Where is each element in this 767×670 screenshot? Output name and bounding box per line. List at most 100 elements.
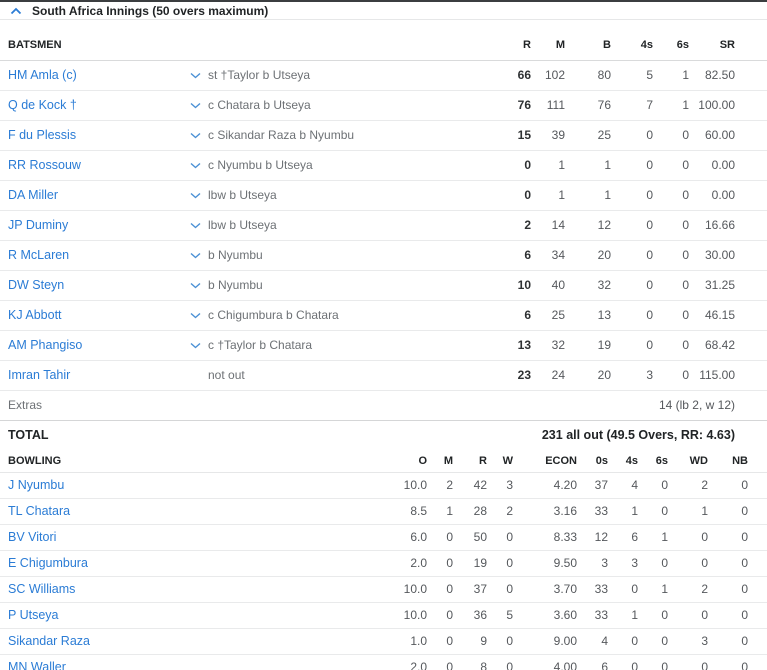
- chevron-down-icon[interactable]: [190, 68, 203, 82]
- chevron-down-icon[interactable]: [190, 308, 203, 322]
- bowler-name-link[interactable]: BV Vitori: [8, 530, 57, 544]
- bowling-col-dots: 0s: [577, 450, 608, 473]
- sixes-value: 0: [638, 628, 668, 655]
- fours-value: 0: [608, 628, 638, 655]
- wickets-value: 0: [487, 576, 513, 603]
- innings-title: South Africa Innings (50 overs maximum): [32, 3, 269, 18]
- runs-value: 66: [495, 60, 531, 91]
- sixes-value: 0: [653, 240, 689, 271]
- bowling-col-maidens: M: [427, 450, 453, 473]
- batsman-name-link[interactable]: HM Amla (c): [8, 68, 77, 82]
- wickets-value: 5: [487, 602, 513, 629]
- chevron-down-icon[interactable]: [190, 98, 203, 112]
- dismissal-text: c Nyumbu b Utseya: [208, 158, 313, 172]
- wides-value: 0: [668, 602, 708, 629]
- fours-value: 1: [608, 602, 638, 629]
- wickets-value: 0: [487, 550, 513, 577]
- bowling-col-sixes: 6s: [638, 450, 668, 473]
- overs-value: 10.0: [395, 576, 427, 603]
- economy-value: 3.70: [513, 576, 577, 603]
- batsman-name-link[interactable]: Q de Kock †: [8, 98, 77, 112]
- batsman-name-link[interactable]: DA Miller: [8, 188, 59, 202]
- chevron-down-icon[interactable]: [190, 278, 203, 292]
- strike-rate-value: 31.25: [689, 270, 767, 301]
- bowler-name-link[interactable]: E Chigumbura: [8, 556, 88, 570]
- dots-value: 4: [577, 628, 608, 655]
- chevron-down-icon[interactable]: [190, 248, 203, 262]
- sixes-value: 0: [638, 472, 668, 499]
- chevron-down-icon[interactable]: [190, 188, 203, 202]
- balls-value: 25: [565, 120, 611, 151]
- batting-col-fours: 4s: [611, 31, 653, 61]
- chevron-down-icon[interactable]: [190, 158, 203, 172]
- strike-rate-value: 60.00: [689, 120, 767, 151]
- wickets-value: 2: [487, 498, 513, 525]
- economy-value: 4.00: [513, 654, 577, 670]
- innings-header[interactable]: South Africa Innings (50 overs maximum): [0, 0, 767, 20]
- chevron-down-icon[interactable]: [190, 218, 203, 232]
- batsman-name-link[interactable]: R McLaren: [8, 248, 70, 262]
- runs-value: 8: [453, 654, 487, 670]
- noballs-value: 0: [708, 472, 767, 499]
- runs-value: 36: [453, 602, 487, 629]
- strike-rate-value: 82.50: [689, 60, 767, 91]
- balls-value: 20: [565, 360, 611, 391]
- wides-value: 0: [668, 550, 708, 577]
- strike-rate-value: 30.00: [689, 240, 767, 271]
- overs-value: 2.0: [395, 550, 427, 577]
- bowling-col-overs: O: [395, 450, 427, 473]
- bowler-name-link[interactable]: P Utseya: [8, 608, 59, 622]
- batsman-name-link[interactable]: KJ Abbott: [8, 308, 62, 322]
- dots-value: 33: [577, 602, 608, 629]
- balls-value: 1: [565, 180, 611, 211]
- sixes-value: 1: [638, 576, 668, 603]
- strike-rate-value: 115.00: [689, 360, 767, 391]
- chevron-down-icon[interactable]: [190, 128, 203, 142]
- dismissal-text: lbw b Utseya: [208, 218, 277, 232]
- batsman-name-link[interactable]: Imran Tahir: [8, 368, 71, 382]
- runs-value: 15: [495, 120, 531, 151]
- overs-value: 2.0: [395, 654, 427, 670]
- dots-value: 12: [577, 524, 608, 551]
- minutes-value: 1: [531, 150, 565, 181]
- total-row: TOTAL 231 all out (49.5 Overs, RR: 4.63): [0, 420, 767, 450]
- strike-rate-value: 68.42: [689, 330, 767, 361]
- overs-value: 1.0: [395, 628, 427, 655]
- bowler-row: TL Chatara 8.5 1 28 2 3.16 33 1 0 1 0: [0, 498, 767, 525]
- bowler-name-link[interactable]: Sikandar Raza: [8, 634, 90, 648]
- bowler-name-link[interactable]: TL Chatara: [8, 504, 71, 518]
- wickets-value: 3: [487, 472, 513, 499]
- runs-value: 6: [495, 240, 531, 271]
- batting-col-dismissal: [190, 31, 495, 61]
- bowler-name-link[interactable]: J Nyumbu: [8, 478, 65, 492]
- wides-value: 0: [668, 654, 708, 670]
- runs-value: 10: [495, 270, 531, 301]
- chevron-down-icon[interactable]: [190, 338, 203, 352]
- bowling-col-noballs: NB: [708, 450, 767, 473]
- bowling-header-row: BOWLING O M R W ECON 0s 4s 6s WD NB: [0, 450, 767, 473]
- sixes-value: 0: [653, 300, 689, 331]
- runs-value: 9: [453, 628, 487, 655]
- dismissal-text: c †Taylor b Chatara: [208, 338, 313, 352]
- batsman-name-link[interactable]: DW Steyn: [8, 278, 65, 292]
- bowling-col-econ: ECON: [513, 450, 577, 473]
- batsman-name-link[interactable]: JP Duminy: [8, 218, 69, 232]
- economy-value: 3.16: [513, 498, 577, 525]
- extras-label: Extras: [0, 390, 190, 421]
- noballs-value: 0: [708, 498, 767, 525]
- fours-value: 0: [611, 300, 653, 331]
- wickets-value: 0: [487, 628, 513, 655]
- batsman-name-link[interactable]: RR Rossouw: [8, 158, 81, 172]
- total-value: 231 all out (49.5 Overs, RR: 4.63): [541, 428, 735, 443]
- bowler-name-link[interactable]: SC Williams: [8, 582, 76, 596]
- batsman-name-link[interactable]: AM Phangiso: [8, 338, 83, 352]
- dots-value: 37: [577, 472, 608, 499]
- maidens-value: 0: [427, 654, 453, 670]
- dismissal-text: c Sikandar Raza b Nyumbu: [208, 128, 355, 142]
- batsman-name-link[interactable]: F du Plessis: [8, 128, 77, 142]
- balls-value: 1: [565, 150, 611, 181]
- chevron-up-icon[interactable]: [9, 7, 23, 15]
- bowler-name-link[interactable]: MN Waller: [8, 660, 66, 670]
- balls-value: 13: [565, 300, 611, 331]
